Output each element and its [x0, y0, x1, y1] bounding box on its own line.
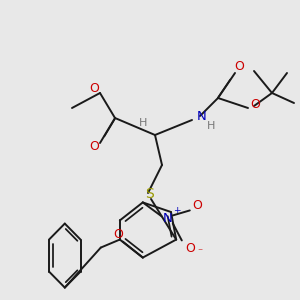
Text: O: O — [89, 140, 99, 154]
Text: N: N — [197, 110, 207, 124]
Text: N: N — [163, 212, 173, 225]
Text: S: S — [145, 187, 153, 201]
Text: O: O — [113, 228, 123, 241]
Text: O: O — [250, 98, 260, 110]
Text: O: O — [89, 82, 99, 95]
Text: +: + — [173, 206, 181, 215]
Text: H: H — [139, 118, 147, 128]
Text: ⁻: ⁻ — [197, 248, 203, 257]
Text: O: O — [192, 199, 202, 212]
Text: H: H — [207, 121, 215, 131]
Text: O: O — [234, 59, 244, 73]
Text: O: O — [185, 242, 195, 255]
